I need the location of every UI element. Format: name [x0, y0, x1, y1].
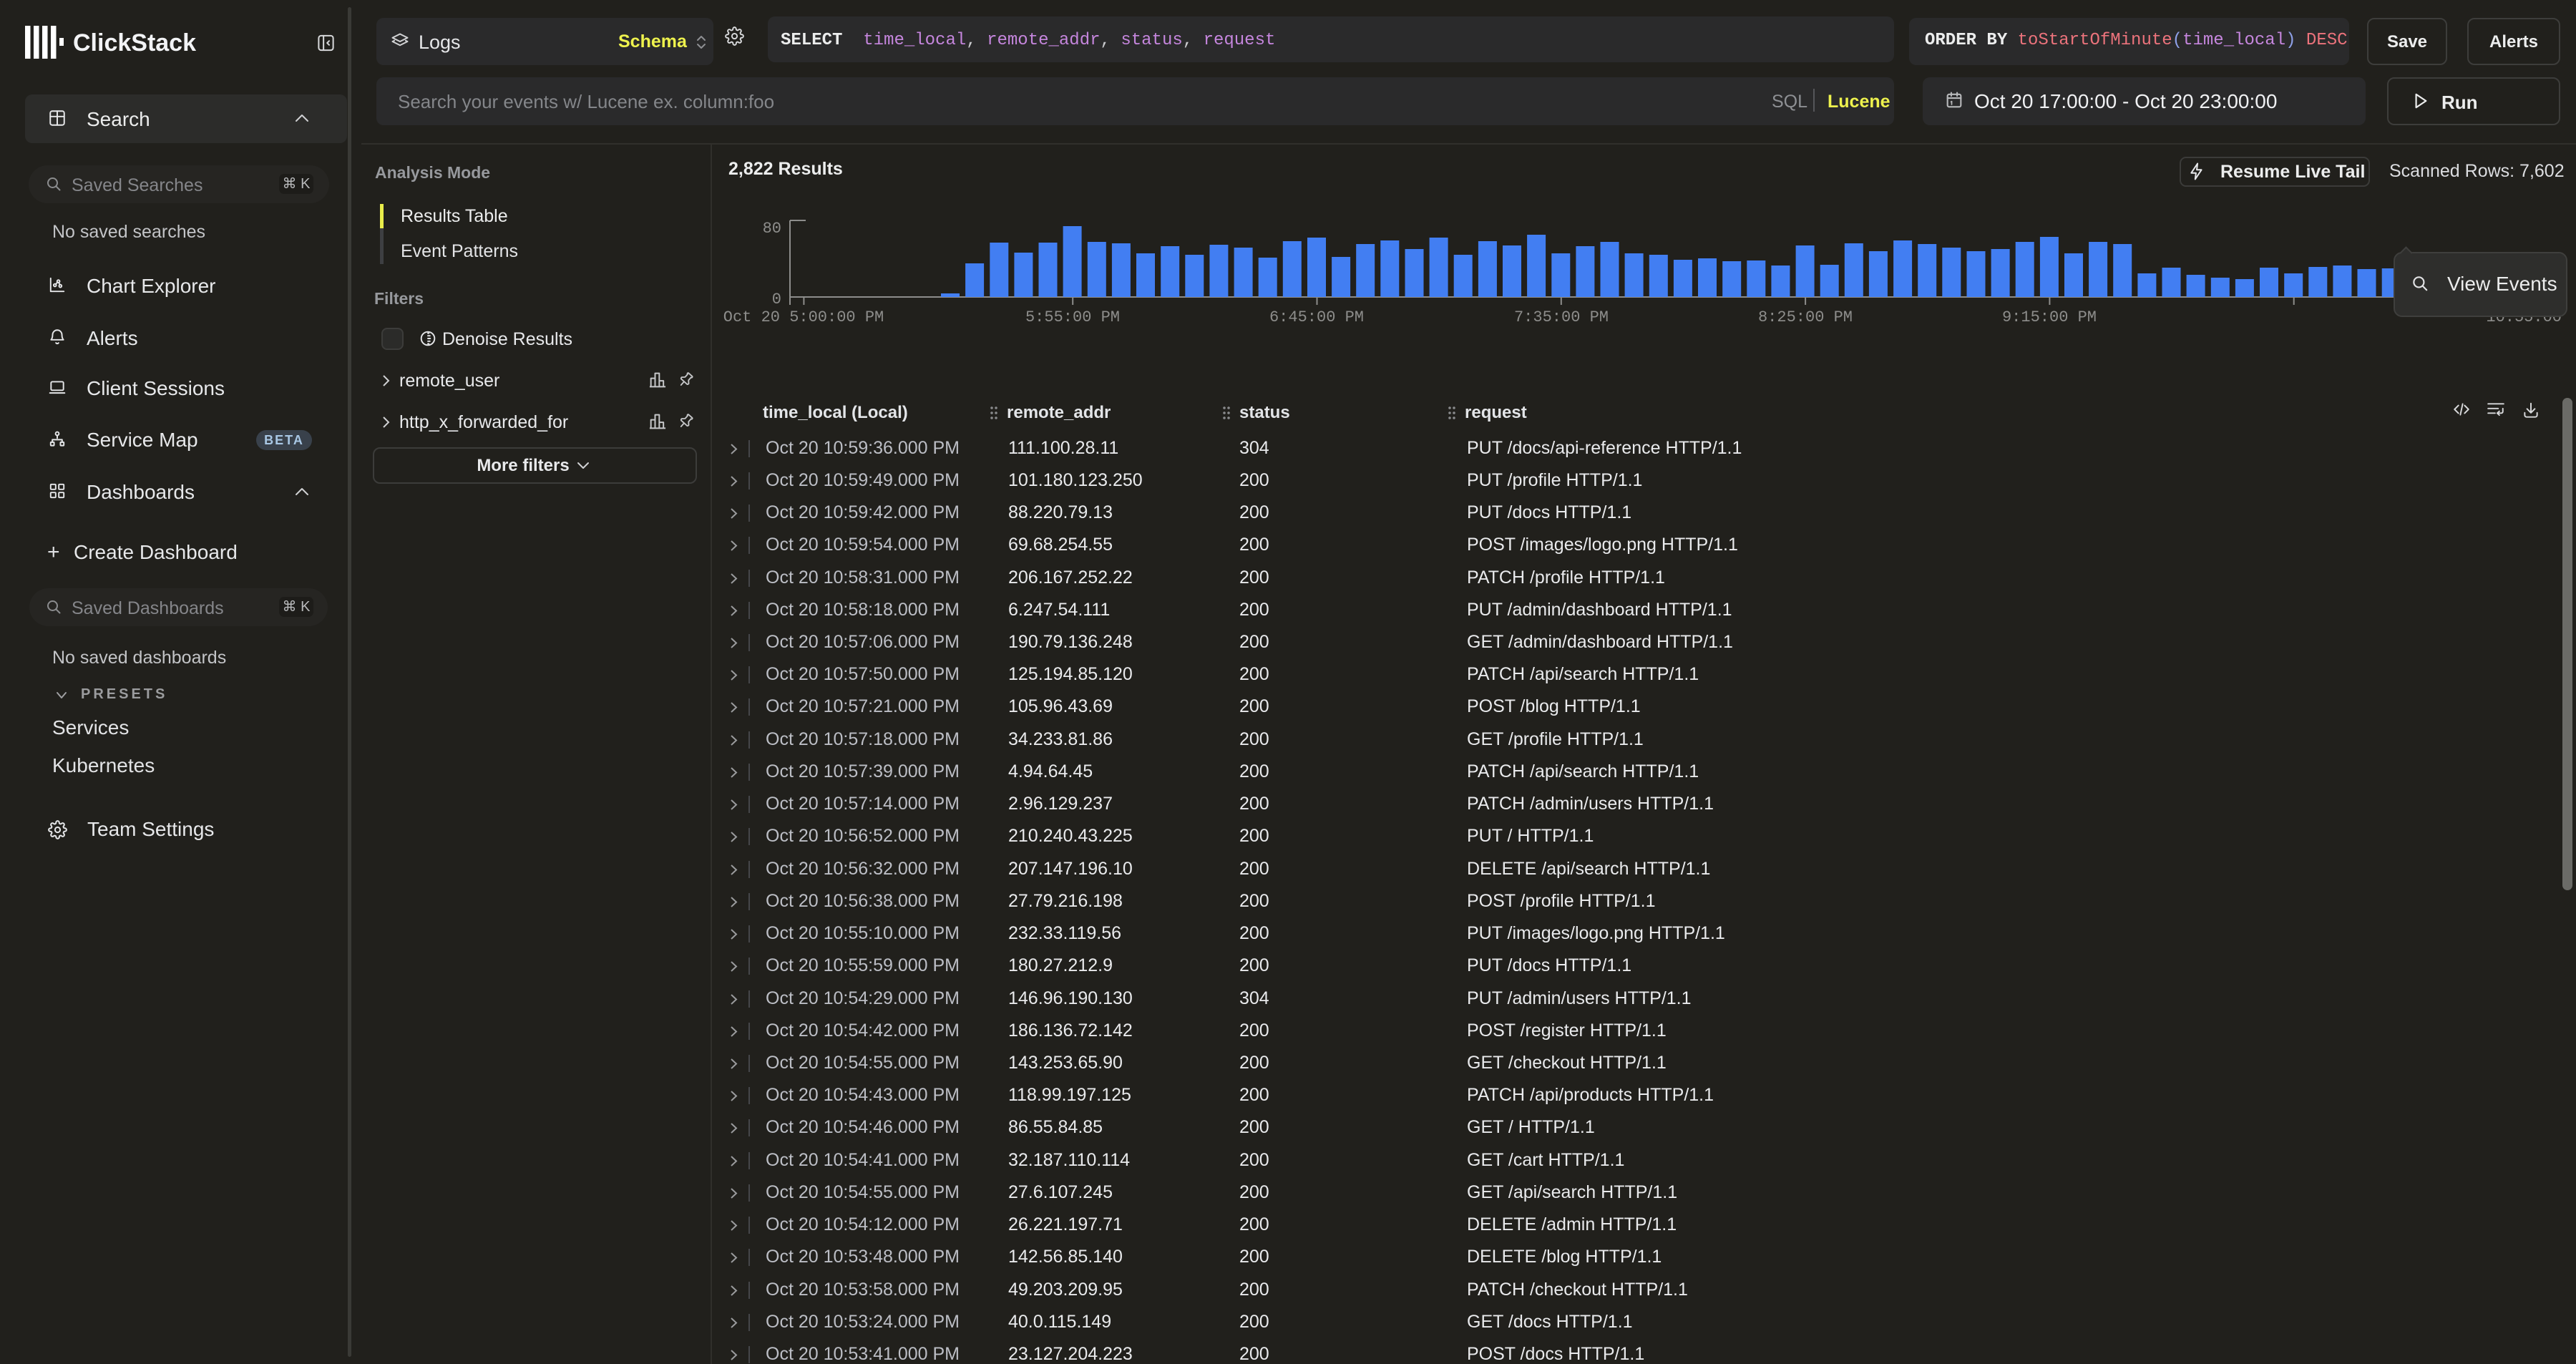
svg-text:Oct 20 5:00:00 PM: Oct 20 5:00:00 PM — [723, 308, 884, 326]
svg-text:80: 80 — [763, 220, 781, 238]
svg-text:7:35:00 PM: 7:35:00 PM — [1514, 308, 1609, 326]
svg-text:0: 0 — [772, 291, 781, 308]
svg-text:8:25:00 PM: 8:25:00 PM — [1758, 308, 1853, 326]
svg-text:9:15:00 PM: 9:15:00 PM — [2002, 308, 2097, 326]
svg-text:5:55:00 PM: 5:55:00 PM — [1025, 308, 1120, 326]
svg-text:6:45:00 PM: 6:45:00 PM — [1269, 308, 1364, 326]
